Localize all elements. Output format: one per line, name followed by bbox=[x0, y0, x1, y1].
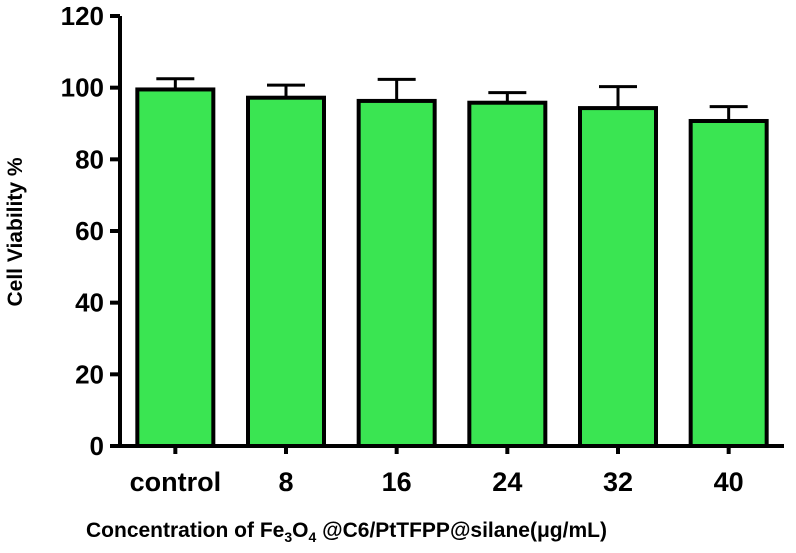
x-axis-title-sub1: 3 bbox=[284, 529, 292, 545]
x-axis-title-mid: O bbox=[292, 519, 308, 542]
bars-group bbox=[135, 77, 769, 449]
y-axis: 0 20 40 60 80 100 120 bbox=[61, 1, 122, 461]
bar bbox=[688, 118, 769, 448]
x-axis-title-prefix: Concentration of Fe bbox=[86, 519, 284, 542]
bar bbox=[578, 106, 658, 448]
bar bbox=[246, 95, 326, 448]
bar bbox=[135, 87, 216, 448]
y-tick-label: 40 bbox=[75, 288, 104, 318]
x-tick-label: 16 bbox=[382, 467, 412, 497]
bar bbox=[356, 98, 437, 449]
x-tick-label: 8 bbox=[278, 467, 293, 497]
y-tick-label: 100 bbox=[61, 73, 104, 103]
x-tick-label: 40 bbox=[714, 467, 744, 497]
x-tick-label: 32 bbox=[603, 467, 633, 497]
x-axis: control 8 16 24 32 40 bbox=[118, 444, 784, 497]
x-tick-label: control bbox=[130, 467, 222, 497]
y-axis-title: Cell Viability % bbox=[4, 157, 27, 306]
x-axis-title-suffix: @C6/PtTFPP@silane(μg/mL) bbox=[316, 519, 607, 542]
x-axis-title-sub2: 4 bbox=[308, 529, 316, 545]
x-axis-title: Concentration of Fe3O4 @C6/PtTFPP@silane… bbox=[86, 519, 607, 545]
y-tick-label: 0 bbox=[90, 431, 104, 461]
x-tick-label: 24 bbox=[492, 467, 522, 497]
bar bbox=[467, 100, 548, 448]
y-tick-label: 120 bbox=[61, 1, 104, 31]
y-tick-label: 60 bbox=[75, 216, 104, 246]
y-tick-label: 80 bbox=[75, 144, 104, 174]
y-tick-label: 20 bbox=[75, 359, 104, 389]
